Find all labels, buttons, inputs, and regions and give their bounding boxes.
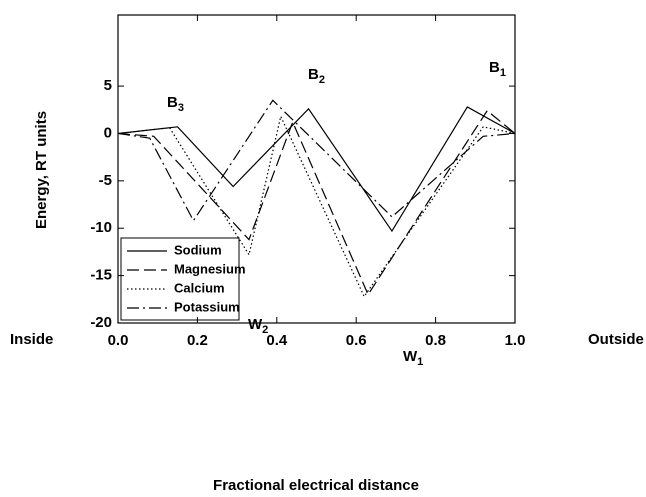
annotation-subscript: 2 <box>319 74 325 86</box>
x-tick-label: 0.0 <box>108 332 129 349</box>
annotation-subscript: 1 <box>417 356 423 368</box>
y-axis-title: Energy, RT units <box>33 111 50 229</box>
x-tick-label: 0.6 <box>346 332 367 349</box>
annotation-text: B <box>167 94 178 111</box>
series-line <box>117 99 516 222</box>
annotation: B2 <box>308 66 325 86</box>
series-line <box>117 106 516 233</box>
y-tick-label: -10 <box>90 219 112 236</box>
annotation-text: W <box>248 316 263 333</box>
plot-frame <box>117 14 516 324</box>
annotation: B3 <box>167 94 184 114</box>
x-tick-label: 0.4 <box>266 332 288 349</box>
series-line <box>117 114 516 298</box>
legend-label: Sodium <box>174 242 222 257</box>
annotation-text: B <box>489 59 500 76</box>
x-tick-label: 0.2 <box>187 332 208 349</box>
x-axis-title: Fractional electrical distance <box>213 477 419 494</box>
annotation: B1 <box>489 59 506 79</box>
y-tick-label: -20 <box>90 314 112 331</box>
annotation-text: W <box>403 348 418 365</box>
annotation-subscript: 1 <box>500 67 506 79</box>
x-tick-label: 0.8 <box>425 332 446 349</box>
y-tick-label: -5 <box>99 172 112 189</box>
legend-label: Magnesium <box>174 261 246 276</box>
y-tick-label: -15 <box>90 267 112 284</box>
y-tick-label: 5 <box>104 77 112 94</box>
legend-label: Calcium <box>174 280 225 295</box>
inside-label: Inside <box>10 331 53 348</box>
outside-label: Outside <box>588 331 644 348</box>
legend-box <box>120 237 240 321</box>
annotation-text: B <box>308 66 319 83</box>
annotation-subscript: 2 <box>262 324 268 336</box>
annotation: W2 <box>248 316 268 336</box>
series-line <box>117 109 516 296</box>
y-tick-label: 0 <box>104 124 112 141</box>
annotation: W1 <box>403 348 423 368</box>
legend-label: Potassium <box>174 299 240 314</box>
annotation-subscript: 3 <box>178 102 184 114</box>
x-tick-label: 1.0 <box>505 332 526 349</box>
